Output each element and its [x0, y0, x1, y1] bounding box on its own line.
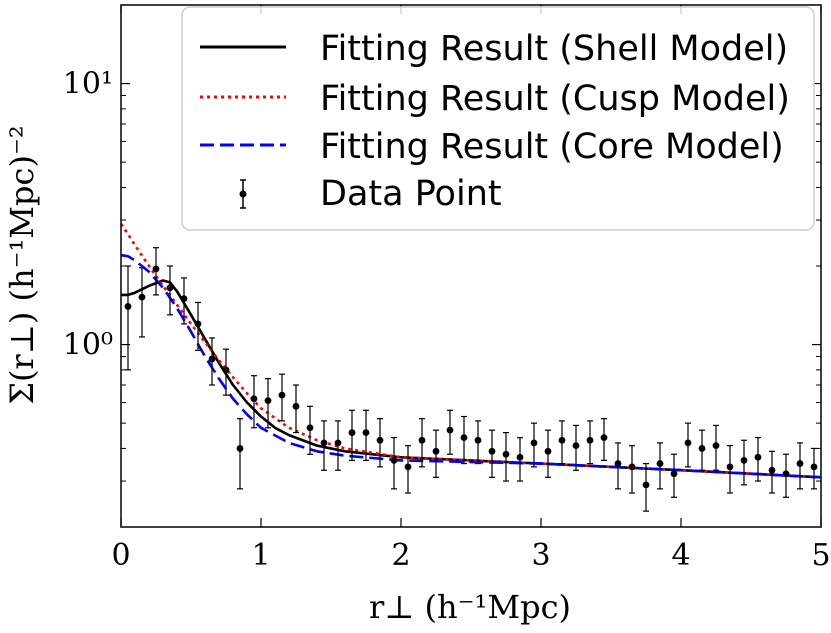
y-tick-label: 10⁰ — [63, 328, 113, 363]
data-point — [656, 460, 664, 467]
data-point — [488, 447, 496, 455]
data-point — [432, 447, 440, 455]
data-point — [306, 424, 314, 432]
data-point — [628, 463, 636, 471]
x-tick-label: 5 — [811, 538, 830, 573]
data-point — [474, 436, 482, 444]
data-point — [208, 355, 216, 363]
data-point — [642, 481, 650, 489]
data-point — [166, 284, 174, 292]
data-point — [754, 453, 762, 461]
data-point — [138, 293, 146, 301]
data-point — [320, 439, 328, 447]
data-point — [376, 436, 384, 444]
data-point — [446, 426, 454, 434]
data-point — [222, 366, 230, 374]
data-point — [558, 436, 566, 444]
x-axis-label: r⊥ (h⁻¹Mpc) — [369, 588, 571, 626]
plot-area: 10⁰ 10¹ 0 1 2 3 4 5 — [63, 4, 831, 573]
data-point — [530, 439, 538, 447]
data-point — [264, 397, 272, 404]
legend-label-cusp: Fitting Result (Cusp Model) — [320, 79, 790, 119]
x-tick-label: 4 — [671, 538, 690, 573]
series-line-1 — [121, 223, 821, 479]
data-point — [404, 463, 412, 471]
x-tick-label: 3 — [531, 538, 550, 573]
series-line-2 — [121, 253, 821, 479]
x-tick-label: 0 — [111, 538, 130, 573]
plot-frame — [120, 4, 822, 528]
data-point — [250, 395, 258, 403]
data-point — [796, 460, 804, 467]
y-tick-label: 10¹ — [63, 67, 113, 102]
data-point — [152, 265, 160, 273]
x-tick-label: 1 — [251, 538, 270, 573]
data-point — [810, 463, 818, 471]
data-point — [236, 445, 244, 452]
data-point — [418, 436, 426, 444]
data-point — [180, 295, 188, 303]
data-point — [614, 460, 622, 467]
data-point — [726, 463, 734, 471]
data-point — [362, 429, 370, 436]
plot-series-group — [121, 223, 821, 512]
data-point — [348, 429, 356, 436]
data-point — [124, 303, 132, 310]
data-point — [782, 470, 790, 478]
data-point — [390, 456, 398, 464]
legend-label-core: Fitting Result (Core Model) — [320, 127, 784, 167]
data-point — [460, 434, 468, 442]
legend-box — [181, 6, 815, 231]
data-point — [194, 320, 202, 328]
data-point — [516, 453, 524, 461]
data-point — [502, 450, 510, 458]
series-line-0 — [121, 279, 821, 479]
data-point — [334, 439, 342, 447]
data-point — [670, 470, 678, 478]
data-point — [712, 442, 720, 450]
data-point — [586, 436, 594, 444]
data-point — [292, 402, 300, 410]
legend-label-data: Data Point — [320, 174, 502, 214]
data-point — [278, 391, 286, 399]
data-point — [698, 445, 706, 452]
data-point — [740, 456, 748, 464]
legend-label-shell: Fitting Result (Shell Model) — [320, 29, 788, 69]
x-tick-label: 2 — [391, 538, 410, 573]
data-point — [600, 434, 608, 442]
y-axis-label: Σ(r⊥) (h⁻¹Mpc)⁻² — [3, 125, 41, 404]
data-point — [684, 439, 692, 447]
legend-swatch-data-point — [239, 190, 247, 198]
data-point — [572, 442, 580, 450]
data-point — [768, 466, 776, 474]
data-point — [544, 447, 552, 455]
